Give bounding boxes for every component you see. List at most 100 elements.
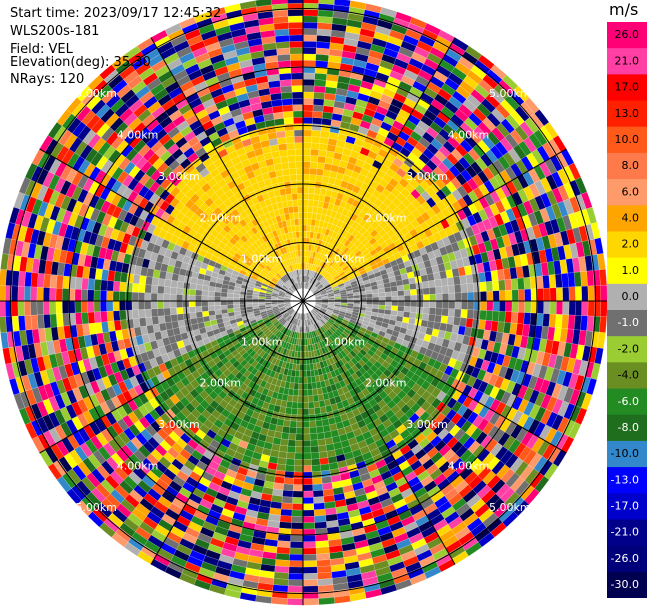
velocity-bin xyxy=(276,463,286,472)
velocity-bin xyxy=(447,285,455,294)
velocity-bin xyxy=(435,307,443,316)
velocity-bin xyxy=(112,300,120,312)
velocity-bin xyxy=(317,571,333,580)
velocity-bin xyxy=(410,294,418,302)
velocity-bin xyxy=(403,289,411,296)
velocity-bin xyxy=(274,476,285,484)
velocity-bin xyxy=(0,285,6,302)
velocity-bin xyxy=(163,300,171,309)
velocity-bin xyxy=(322,169,331,178)
velocity-bin xyxy=(523,277,531,290)
velocity-bin xyxy=(113,320,122,331)
velocity-bin xyxy=(421,281,430,289)
velocity-bin xyxy=(293,465,304,473)
velocity-bin xyxy=(567,272,576,288)
velocity-bin xyxy=(302,72,316,80)
velocity-bin xyxy=(0,316,7,333)
velocity-bin xyxy=(302,402,309,409)
velocity-bin xyxy=(294,376,300,384)
velocity-bin xyxy=(321,118,332,126)
velocity-bin xyxy=(49,274,58,289)
velocity-bin xyxy=(302,123,313,131)
velocity-bin xyxy=(309,433,318,441)
velocity-bin xyxy=(188,300,196,308)
velocity-bin xyxy=(289,426,297,434)
velocity-bin xyxy=(423,294,430,302)
velocity-bin xyxy=(302,383,308,390)
velocity-bin xyxy=(316,565,332,574)
velocity-bin xyxy=(353,294,361,299)
velocity-bin xyxy=(214,291,222,297)
velocity-bin xyxy=(11,285,19,302)
velocity-bin xyxy=(302,41,317,48)
velocity-bin xyxy=(305,351,310,359)
velocity-bin xyxy=(542,313,550,327)
velocity-bin xyxy=(479,310,487,321)
velocity-bin xyxy=(157,315,166,324)
velocity-bin xyxy=(164,279,172,288)
velocity-bin xyxy=(292,490,304,498)
velocity-bin xyxy=(132,309,140,319)
velocity-bin xyxy=(271,597,288,605)
velocity-bin xyxy=(315,419,323,428)
velocity-bin xyxy=(567,314,576,330)
velocity-bin xyxy=(378,296,386,302)
velocity-bin xyxy=(302,47,317,55)
velocity-bin xyxy=(313,502,325,510)
velocity-bin xyxy=(131,291,139,302)
velocity-bin xyxy=(120,319,128,330)
velocity-bin xyxy=(214,300,221,306)
velocity-bin xyxy=(302,440,311,447)
velocity-bin xyxy=(314,515,327,523)
velocity-bin xyxy=(282,426,290,434)
velocity-bin xyxy=(288,566,304,574)
velocity-bin xyxy=(317,22,333,31)
velocity-bin xyxy=(562,300,570,316)
velocity-bin xyxy=(536,313,544,327)
velocity-bin xyxy=(125,282,133,293)
velocity-bin xyxy=(429,293,437,302)
velocity-bin xyxy=(289,420,297,428)
velocity-bin xyxy=(100,300,107,312)
velocity-bin xyxy=(384,305,392,311)
velocity-bin xyxy=(296,421,304,428)
velocity-bin xyxy=(189,283,197,290)
velocity-bin xyxy=(548,274,557,289)
velocity-bin xyxy=(421,313,430,321)
velocity-bin xyxy=(233,300,240,305)
velocity-bin xyxy=(454,308,462,318)
velocity-bin xyxy=(302,497,314,504)
velocity-bin xyxy=(426,273,435,282)
velocity-bin xyxy=(518,300,525,313)
velocity-bin xyxy=(485,310,493,321)
velocity-bin xyxy=(397,295,405,302)
velocity-bin xyxy=(283,483,294,491)
velocity-bin xyxy=(283,477,294,485)
velocity-bin xyxy=(292,484,304,492)
velocity-bin xyxy=(214,296,221,302)
velocity-bin xyxy=(302,142,312,150)
velocity-bin xyxy=(511,289,519,302)
velocity-bin xyxy=(281,502,293,510)
velocity-bin xyxy=(313,98,325,106)
velocity-bin xyxy=(176,294,183,302)
velocity-bin xyxy=(302,212,308,219)
velocity-bin xyxy=(289,554,304,561)
velocity-bin xyxy=(378,292,386,298)
velocity-bin xyxy=(492,290,500,302)
velocity-bin xyxy=(279,444,288,453)
velocity-bin xyxy=(319,137,329,145)
velocity-bin xyxy=(176,281,185,289)
velocity-bin xyxy=(157,300,164,309)
velocity-bin xyxy=(306,218,312,226)
velocity-bin xyxy=(0,300,6,317)
velocity-bin xyxy=(106,310,114,322)
velocity-bin xyxy=(302,22,318,29)
velocity-bin xyxy=(366,300,373,305)
velocity-bin xyxy=(302,522,316,530)
velocity-bin xyxy=(302,224,308,232)
velocity-bin xyxy=(113,310,121,321)
velocity-bin xyxy=(284,471,295,479)
velocity-bin xyxy=(226,296,234,302)
velocity-bin xyxy=(504,311,512,323)
